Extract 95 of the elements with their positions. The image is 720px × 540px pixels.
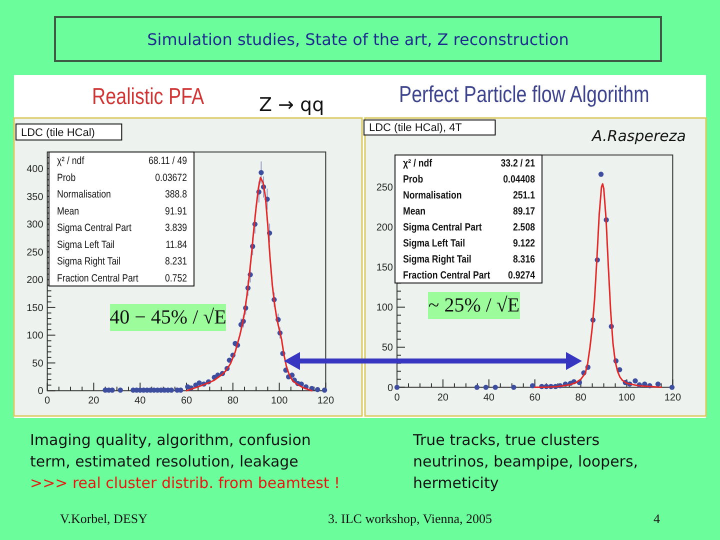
text: neutrinos, beampipe, loopers, <box>413 452 638 470</box>
x-tick-label: 120 <box>317 396 334 407</box>
chart-title: Perfect Particle flow Algorithm <box>399 82 650 108</box>
x-tick-label: 100 <box>618 392 636 404</box>
y-tick-label: 250 <box>376 182 394 194</box>
annotation: 388.8 <box>164 188 187 201</box>
y-tick-label: 100 <box>26 330 44 342</box>
x-tick-label: 80 <box>575 392 587 404</box>
y-tick-label: 250 <box>26 247 44 258</box>
point <box>483 384 489 390</box>
y-tick-label: 150 <box>376 262 394 274</box>
chart-title: Realistic PFA <box>92 84 204 110</box>
annotation: Mean <box>57 206 80 218</box>
point <box>394 384 400 390</box>
annotation: 33.2 / 21 <box>500 158 536 170</box>
y-tick-label: 200 <box>26 275 44 286</box>
point <box>314 386 320 392</box>
x-tick-label: 40 <box>134 396 146 407</box>
y-tick-label: 300 <box>26 220 44 231</box>
annotation: Normalisation <box>403 190 462 202</box>
point <box>669 384 675 390</box>
annotation: 0.04408 <box>503 174 536 186</box>
x-tick-label: 40 <box>483 392 495 404</box>
point <box>178 388 184 393</box>
x-tick-label: 60 <box>180 396 192 407</box>
point <box>258 170 264 176</box>
text: A.Raspereza <box>591 127 686 145</box>
text: term, estimated resolution, leakage <box>30 452 298 470</box>
point <box>530 383 536 388</box>
text: Imaging quality, algorithm, confusion <box>30 431 311 449</box>
text: True tracks, true clusters <box>412 431 600 449</box>
annotation: Sigma Right Tail <box>57 256 121 268</box>
annotation: Sigma Left Tail <box>403 238 466 250</box>
annotation: 8.231 <box>164 256 187 268</box>
annotation: χ² / ndf <box>57 155 84 168</box>
y-tick-label: 350 <box>26 192 44 203</box>
annotation: 0.9274 <box>508 270 536 282</box>
annotation: 2.508 <box>512 222 536 234</box>
annotation: χ² / ndf <box>403 158 433 170</box>
point <box>598 172 604 177</box>
annotation: Sigma Left Tail <box>57 239 115 252</box>
text: 4 <box>654 511 660 526</box>
x-tick-label: 0 <box>44 396 51 407</box>
annotation: 9.122 <box>512 238 535 250</box>
annotation: Sigma Right Tail <box>403 254 472 266</box>
text: Simulation studies, State of the art, Z reconstruction <box>147 30 569 49</box>
point <box>474 384 480 390</box>
annotation: Fraction Central Part <box>57 272 139 285</box>
annotation: 89.17 <box>512 206 535 218</box>
x-tick-label: 100 <box>270 396 288 407</box>
annotation: 251.1 <box>512 190 536 202</box>
y-tick-label: 150 <box>26 302 44 314</box>
text: hermeticity <box>413 474 499 492</box>
y-tick-label: 100 <box>376 302 394 314</box>
text: Z → qq <box>259 94 324 116</box>
x-tick-label: 120 <box>664 392 682 404</box>
x-tick-label: 0 <box>394 392 400 404</box>
annotation: 68.11 / 49 <box>148 155 187 168</box>
annotation: 91.91 <box>164 206 187 218</box>
point <box>492 384 498 390</box>
annotation: ~ 25% / √E <box>428 294 520 316</box>
y-tick-label: 200 <box>376 222 394 234</box>
annotation: 0.752 <box>164 272 187 285</box>
line-series <box>186 176 313 392</box>
annotation: 3.839 <box>164 222 187 234</box>
annotation: 8.316 <box>512 254 536 266</box>
text: 3. ILC workshop, Vienna, 2005 <box>328 511 492 526</box>
text: LDC (tile HCal) <box>21 127 95 139</box>
x-tick-label: 60 <box>529 392 541 404</box>
annotation: Fraction Central Part <box>403 270 491 282</box>
x-tick-label: 80 <box>227 396 239 407</box>
x-tick-label: 20 <box>88 396 100 407</box>
annotation: Normalisation <box>57 188 111 201</box>
point <box>118 388 123 393</box>
point <box>322 388 328 393</box>
annotation: Sigma Central Part <box>57 222 132 234</box>
y-tick-label: 50 <box>382 342 394 354</box>
annotation: Mean <box>403 206 426 218</box>
annotation: Prob <box>57 172 76 184</box>
x-tick-label: 20 <box>437 392 449 404</box>
annotation: Sigma Central Part <box>403 222 483 234</box>
annotation: 11.84 <box>166 239 188 252</box>
point <box>655 381 661 387</box>
point <box>511 384 516 390</box>
y-tick-label: 0 <box>387 382 394 394</box>
annotation: 40 − 45% / √E <box>110 306 226 328</box>
text: LDC (tile HCal), 4T <box>369 122 462 134</box>
y-tick-label: 400 <box>26 164 44 176</box>
annotation: 0.03672 <box>155 172 187 184</box>
point <box>196 380 202 386</box>
annotation: Prob <box>403 174 424 186</box>
text: V.Korbel, DESY <box>60 511 148 526</box>
y-tick-label: 50 <box>32 358 44 370</box>
text: >>> real cluster distrib. from beamtest ! <box>30 474 340 492</box>
point <box>632 378 638 384</box>
